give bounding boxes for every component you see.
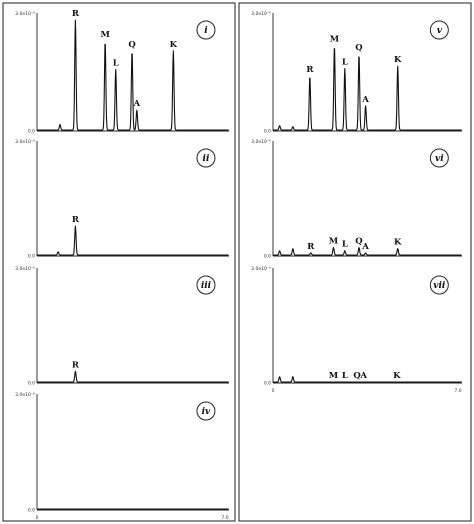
peak-label-L: L bbox=[113, 59, 119, 69]
y-tick-top-label: 3.0e10⁻⁶ bbox=[251, 11, 271, 17]
peak-label-K: K bbox=[393, 371, 401, 381]
chromatogram-trace bbox=[272, 48, 462, 131]
peak-label-R: R bbox=[72, 215, 80, 225]
panel-marker-label: vii bbox=[433, 281, 446, 291]
y-tick-top-label: 3.0e10⁻⁶ bbox=[15, 392, 35, 398]
y-tick-zero-label: 0.0 bbox=[264, 129, 271, 135]
peak-label-R: R bbox=[72, 9, 80, 19]
panel-marker-label: i bbox=[204, 26, 208, 36]
panel-iv: 3.0e10⁻⁶ 0.00 7.0 iv bbox=[15, 392, 229, 521]
peak-label-R: R bbox=[306, 65, 314, 75]
peak-label-Q: Q bbox=[355, 43, 363, 53]
peak-label-L: L bbox=[342, 240, 348, 250]
panel-marker-circle bbox=[196, 148, 216, 168]
panel-i: 3.0e10⁻⁶ 0.0 R M LQ A Ki bbox=[15, 9, 229, 135]
panel-marker-label: iv bbox=[202, 407, 211, 417]
panel-marker-label: ii bbox=[203, 154, 210, 164]
chromatogram-trace bbox=[36, 225, 229, 256]
peak-label-Q: Q bbox=[353, 371, 361, 381]
panel-marker-circle bbox=[196, 20, 216, 40]
y-tick-zero-label: 0.0 bbox=[28, 508, 35, 514]
peak-label-A: A bbox=[361, 95, 369, 105]
panel-marker-label: iii bbox=[201, 281, 212, 291]
chromatogram-trace bbox=[272, 376, 462, 383]
chromatogram-trace bbox=[272, 246, 462, 256]
peak-label-K: K bbox=[394, 238, 402, 248]
y-tick-top-label: 3.0e10⁻⁶ bbox=[15, 11, 35, 17]
y-tick-top-label: 3.0e10⁻⁶ bbox=[15, 139, 35, 145]
peak-label-K: K bbox=[394, 55, 402, 65]
panel-marker-circle bbox=[196, 401, 216, 421]
chromatogram-trace bbox=[36, 19, 229, 131]
x-tick-start-label: 0 bbox=[272, 388, 275, 394]
peak-label-R: R bbox=[72, 360, 80, 370]
peak-label-L: L bbox=[342, 57, 348, 67]
panel-marker-label: vi bbox=[435, 154, 444, 164]
panel-vi: 3.0e10⁻⁶ 0.0 R M L QA Kvi bbox=[251, 139, 462, 260]
x-tick-start-label: 0 bbox=[36, 515, 39, 521]
panel-marker-circle bbox=[429, 148, 449, 168]
panel-marker-label: v bbox=[437, 26, 443, 36]
y-tick-zero-label: 0.0 bbox=[28, 381, 35, 387]
y-tick-top-label: 3.0e10⁻⁶ bbox=[15, 266, 35, 272]
peak-label-Q: Q bbox=[355, 237, 363, 247]
panel-ii: 3.0e10⁻⁶ 0.0 Rii bbox=[15, 139, 229, 260]
panel-marker-circle bbox=[429, 20, 449, 40]
peak-label-A: A bbox=[133, 99, 141, 109]
peak-label-A: A bbox=[361, 242, 369, 252]
peak-label-R: R bbox=[307, 242, 315, 252]
peak-label-M: M bbox=[330, 34, 340, 44]
peak-label-L: L bbox=[342, 371, 348, 381]
panel-v: 3.0e10⁻⁶ 0.0 R M LQ A Kv bbox=[251, 11, 462, 135]
y-tick-zero-label: 0.0 bbox=[28, 129, 35, 135]
x-tick-end-label: 7.0 bbox=[454, 388, 461, 394]
peak-label-M: M bbox=[329, 237, 339, 247]
right-column-frame bbox=[238, 2, 472, 522]
peak-label-Q: Q bbox=[128, 40, 136, 50]
y-tick-zero-label: 0.0 bbox=[28, 254, 35, 260]
panel-marker-circle bbox=[429, 275, 449, 295]
peak-label-K: K bbox=[170, 40, 178, 50]
peak-label-M: M bbox=[100, 30, 110, 40]
y-tick-top-label: 3.0e10⁻⁶ bbox=[251, 139, 271, 145]
y-tick-zero-label: 0.0 bbox=[264, 381, 271, 387]
peak-label-M: M bbox=[329, 371, 339, 381]
left-column-frame bbox=[2, 2, 236, 522]
y-tick-zero-label: 0.0 bbox=[264, 254, 271, 260]
chromatogram-trace bbox=[36, 370, 229, 383]
panel-marker-circle bbox=[196, 275, 216, 295]
peak-label-A: A bbox=[359, 371, 367, 381]
x-tick-end-label: 7.0 bbox=[221, 515, 228, 521]
y-tick-top-label: 3.0e10⁻⁶ bbox=[251, 266, 271, 272]
